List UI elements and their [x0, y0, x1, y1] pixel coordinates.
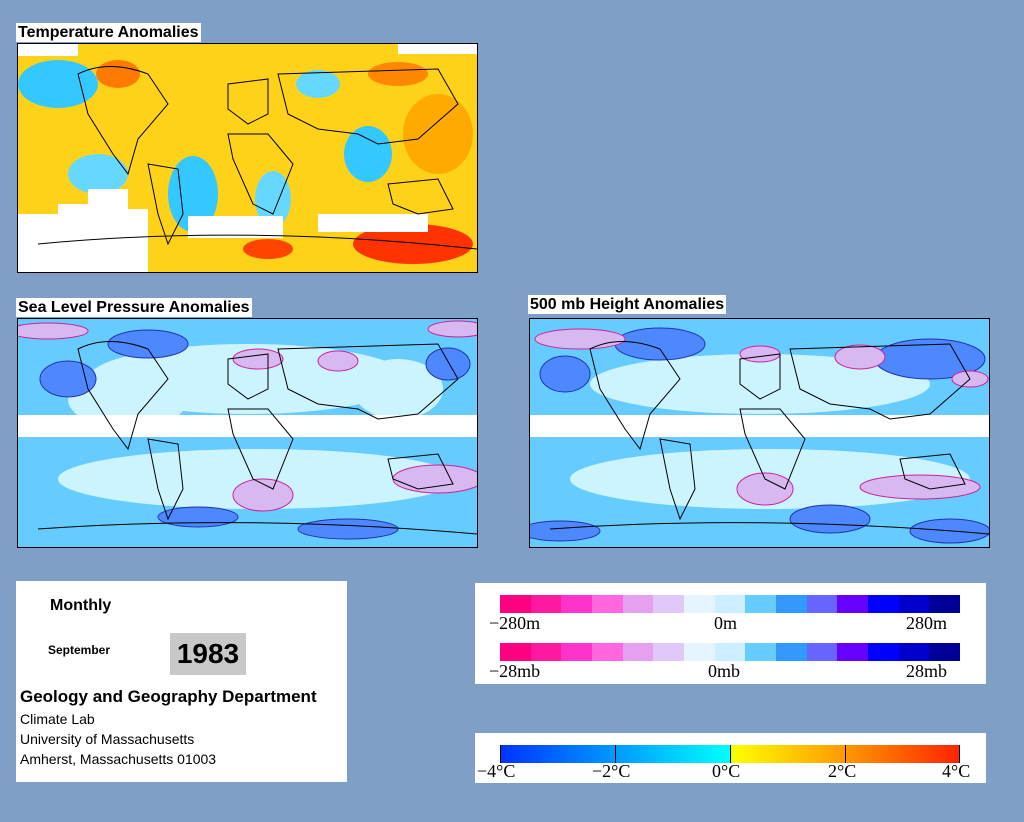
color-swatch — [561, 595, 593, 613]
slp-map-title: Sea Level Pressure Anomalies — [16, 298, 252, 317]
height500-anomaly-map — [529, 318, 990, 548]
pressure-min-label: −28mb — [489, 661, 541, 681]
period-label: Monthly — [50, 597, 112, 614]
temperature-legend: −4°C −2°C 0°C 2°C 4°C — [475, 733, 986, 783]
color-swatch — [530, 595, 562, 613]
color-swatch — [806, 595, 838, 613]
lab-name: Climate Lab — [20, 711, 95, 727]
pressure-max-label: 28mb — [906, 661, 948, 681]
color-swatch — [653, 595, 685, 613]
color-swatch — [745, 595, 777, 613]
color-swatch — [837, 643, 869, 661]
color-swatch — [806, 643, 838, 661]
color-swatch — [684, 643, 715, 661]
height-mid-label: 0m — [714, 613, 738, 633]
color-swatch — [561, 643, 593, 661]
temp-label-minus4: −4°C — [477, 761, 516, 781]
color-swatch — [622, 643, 654, 661]
color-swatch — [500, 643, 531, 661]
temperature-map-title: Temperature Anomalies — [16, 23, 201, 42]
height-color-scale — [500, 595, 961, 613]
pressure-mid-label: 0mb — [708, 661, 741, 681]
color-swatch — [898, 643, 930, 661]
year-label: 1983 — [170, 633, 246, 675]
height-min-label: −280m — [489, 613, 541, 633]
temp-label-2: 2°C — [828, 761, 857, 781]
temperature-anomaly-map — [17, 43, 478, 273]
color-swatch — [837, 595, 869, 613]
color-swatch — [745, 643, 777, 661]
color-swatch — [592, 643, 623, 661]
color-swatch — [622, 595, 654, 613]
height-pressure-legend: −280m 0m 280m −28mb 0mb 28mb — [475, 583, 986, 684]
color-swatch — [776, 595, 807, 613]
color-swatch — [500, 595, 531, 613]
color-swatch — [929, 595, 961, 613]
color-swatch — [530, 643, 562, 661]
height500-map-title: 500 mb Height Anomalies — [528, 295, 727, 314]
color-swatch — [898, 595, 930, 613]
color-swatch — [592, 595, 623, 613]
color-swatch — [776, 643, 807, 661]
color-swatch — [868, 595, 899, 613]
color-swatch — [714, 643, 746, 661]
color-swatch — [868, 643, 899, 661]
temp-label-4: 4°C — [942, 761, 971, 781]
month-label: September — [48, 643, 111, 657]
color-swatch — [714, 595, 746, 613]
temp-label-minus2: −2°C — [592, 761, 631, 781]
department-name: Geology and Geography Department — [20, 687, 317, 706]
address-line: Amherst, Massachusetts 01003 — [20, 751, 217, 767]
color-swatch — [929, 643, 961, 661]
slp-anomaly-map — [17, 318, 478, 548]
info-panel: Monthly September 1983 Geology and Geogr… — [16, 581, 347, 782]
university-name: University of Massachusetts — [20, 731, 195, 747]
color-swatch — [653, 643, 685, 661]
height-max-label: 280m — [906, 613, 948, 633]
temp-label-0: 0°C — [712, 761, 741, 781]
color-swatch — [684, 595, 715, 613]
pressure-color-scale — [500, 643, 961, 661]
